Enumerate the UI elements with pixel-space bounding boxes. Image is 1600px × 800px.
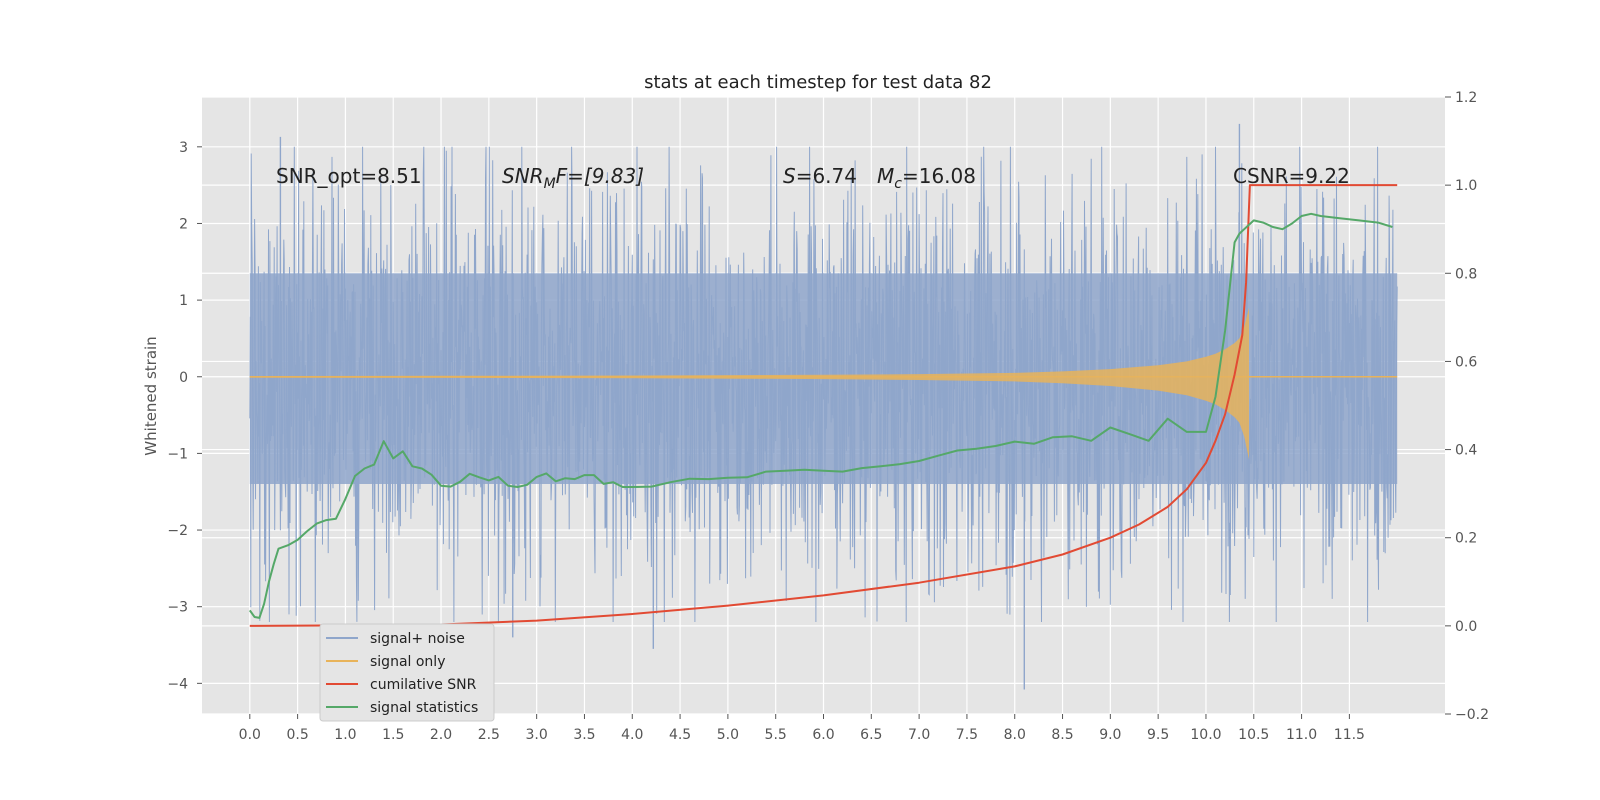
y-tick-label: −4	[167, 676, 188, 692]
x-tick-label: 3.0	[526, 727, 548, 743]
legend-box	[319, 623, 495, 722]
x-axis: 0.0 0.5 1.0 1.5 2.0 2.5 3.0 3.5 4.0 4.5 5.0 5.5 6.0 6…	[239, 714, 1365, 743]
x-tick-label: 0.5	[286, 727, 308, 743]
y-tick-label: 0	[179, 370, 188, 386]
x-tick-label: 6.0	[812, 727, 834, 743]
x-tick-label: 11.5	[1334, 727, 1365, 743]
y2-tick-label: 0.4	[1455, 443, 1477, 459]
x-tick-label: 4.5	[669, 727, 691, 743]
annotation-s-symbol: S	[783, 164, 796, 188]
x-tick-label: 9.0	[1099, 727, 1121, 743]
signal-statistics-line	[248, 212, 1393, 619]
y-tick-label: 3	[179, 140, 188, 156]
annotation-mc-subscript: c	[894, 176, 902, 192]
x-tick-label: 7.0	[908, 727, 930, 743]
annotation-snr-mf: SNRMF=[9.83]	[502, 164, 644, 192]
legend-label-signal-statistics: signal statistics	[370, 700, 478, 716]
y-axis-left: −4 −3 −2 −1 0 1 2 3	[167, 140, 202, 692]
x-tick-label: 2.0	[430, 727, 452, 743]
x-tick-label: 8.0	[1004, 727, 1026, 743]
annotation-mc: Mc=16.08	[877, 164, 976, 192]
x-tick-label: 9.5	[1147, 727, 1169, 743]
series-signal-only	[249, 307, 1398, 460]
annotation-mc-symbol: M	[877, 164, 894, 188]
y2-tick-label: 0.0	[1455, 619, 1477, 635]
legend-label-signal-only: signal only	[370, 654, 445, 670]
annotation-snr-mf-subscript: M	[544, 176, 556, 192]
x-tick-label: 5.0	[717, 727, 739, 743]
series-signal-statistics	[248, 212, 1393, 619]
annotation-mc-value: =16.08	[902, 164, 976, 188]
y-tick-label: 1	[179, 293, 188, 309]
x-tick-label: 7.5	[956, 727, 978, 743]
x-tick-label: 0.0	[239, 727, 261, 743]
x-tick-label: 8.5	[1051, 727, 1073, 743]
y-tick-label: 2	[179, 216, 188, 232]
annotation-s-value: =6.74	[796, 164, 857, 188]
annotation-s: S=6.74	[783, 164, 857, 188]
legend: signal+ noise signal only cumilative SNR…	[319, 623, 495, 722]
chart-title: stats at each timestep for test data 82	[644, 72, 992, 93]
y-axis-label: Whitened strain	[142, 336, 160, 455]
y-axis-right: −0.2 0.0 0.2 0.4 0.6 0.8 1.0 1.2	[1445, 90, 1489, 723]
x-tick-label: 10.5	[1238, 727, 1269, 743]
y2-tick-label: 0.2	[1455, 531, 1477, 547]
y2-tick-label: 1.0	[1455, 178, 1477, 194]
x-tick-label: 5.5	[765, 727, 787, 743]
annotation-snr-mf-value: F=[9.83]	[556, 164, 644, 188]
series-cumilative-snr	[249, 184, 1398, 627]
y2-tick-label: 0.8	[1455, 266, 1477, 282]
signal-plus-noise-line	[249, 146, 1398, 623]
x-tick-label: 11.0	[1286, 727, 1317, 743]
y2-tick-label: 0.6	[1455, 354, 1477, 370]
annotation-csnr: CSNR=9.22	[1233, 164, 1350, 188]
x-tick-label: 1.0	[334, 727, 356, 743]
y-tick-label: −1	[167, 446, 188, 462]
x-tick-label: 1.5	[382, 727, 404, 743]
cumilative-snr-line	[249, 184, 1398, 627]
legend-label-cumilative-snr: cumilative SNR	[370, 677, 477, 693]
x-tick-label: 6.5	[860, 727, 882, 743]
x-tick-label: 3.5	[573, 727, 595, 743]
annotation-snr-mf-symbol: SNR	[502, 164, 544, 188]
annotation-snr-opt: SNR_opt=8.51	[276, 164, 422, 188]
x-tick-label: 4.0	[621, 727, 643, 743]
y-tick-label: −2	[167, 523, 188, 539]
x-tick-label: 2.5	[478, 727, 500, 743]
y2-tick-label: 1.2	[1455, 90, 1477, 106]
legend-label-signal-plus-noise: signal+ noise	[370, 631, 465, 647]
y-tick-label: −3	[167, 600, 188, 616]
x-tick-label: 10.0	[1190, 727, 1221, 743]
y2-tick-label: −0.2	[1455, 707, 1489, 723]
